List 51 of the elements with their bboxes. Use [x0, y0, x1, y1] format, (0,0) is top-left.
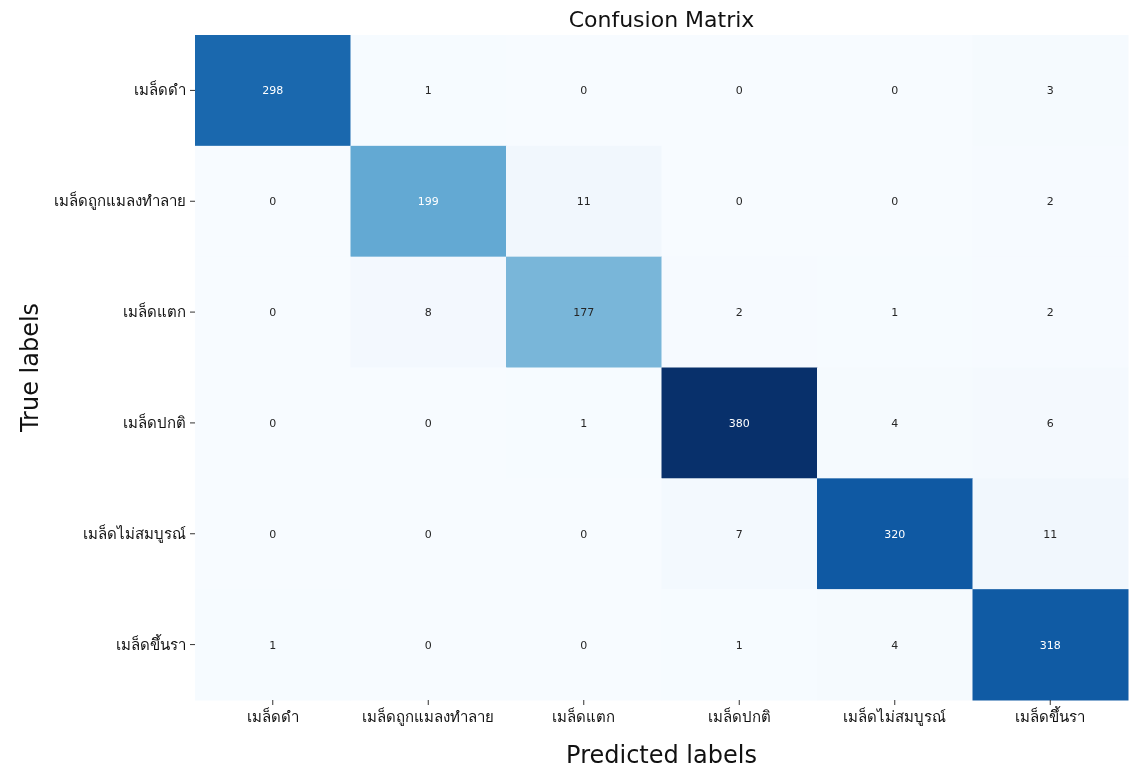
- y-tick-label: เมล็ดปกติ: [123, 412, 186, 432]
- data-label: 1: [424, 84, 432, 98]
- data-label: 0: [580, 84, 588, 98]
- data-label: 0: [735, 195, 743, 209]
- y-tick-label: เมล็ดดำ: [134, 80, 186, 100]
- data-label: 1: [891, 306, 899, 320]
- x-tick-label: เมล็ดไม่สมบูรณ์: [843, 707, 947, 726]
- data-label: 7: [735, 527, 743, 541]
- data-label: 11: [576, 195, 591, 209]
- data-label: 2: [735, 306, 743, 320]
- data-label: 0: [269, 195, 277, 209]
- data-label: 1: [269, 638, 277, 652]
- data-label: 0: [891, 84, 899, 98]
- data-label: 199: [417, 195, 439, 209]
- data-label: 298: [262, 84, 284, 98]
- y-tick-label: เมล็ดถูกแมลงทำลาย: [54, 191, 186, 211]
- data-label: 2: [1046, 195, 1054, 209]
- data-label: 4: [891, 638, 899, 652]
- data-label: 0: [580, 638, 588, 652]
- x-tick-label: เมล็ดปกติ: [707, 707, 771, 726]
- y-tick-label: เมล็ดไม่สมบูรณ์: [83, 523, 186, 543]
- data-label: 11: [1043, 527, 1058, 541]
- data-label: 4: [891, 416, 899, 430]
- data-label: 0: [735, 84, 743, 98]
- data-label: 0: [424, 416, 432, 430]
- data-label: 1: [580, 416, 588, 430]
- y-axis-title: True labels: [16, 302, 44, 434]
- data-label: 6: [1046, 416, 1054, 430]
- x-axis-title: Predicted labels: [566, 741, 757, 769]
- data-label: 380: [728, 416, 750, 430]
- y-tick-label: เมล็ดขึ้นรา: [116, 633, 186, 654]
- data-label: 0: [269, 306, 277, 320]
- data-label: 0: [424, 638, 432, 652]
- data-label: 320: [884, 527, 906, 541]
- data-label: 318: [1039, 638, 1061, 652]
- data-label: 8: [424, 306, 432, 320]
- data-label: 0: [424, 527, 432, 541]
- data-label: 0: [269, 416, 277, 430]
- data-label: 0: [269, 527, 277, 541]
- data-label: 2: [1046, 306, 1054, 320]
- data-label: 0: [580, 527, 588, 541]
- x-tick-label: เมล็ดถูกแมลงทำลาย: [362, 707, 495, 726]
- data-label: 1: [735, 638, 743, 652]
- x-tick-label: เมล็ดดำ: [246, 707, 299, 726]
- data-label: 3: [1046, 84, 1054, 98]
- x-tick-label: เมล็ดขึ้นรา: [1015, 706, 1086, 726]
- data-label: 0: [891, 195, 899, 209]
- data-label: 177: [573, 306, 595, 320]
- chart-title: Confusion Matrix: [568, 7, 755, 32]
- y-tick-label: เมล็ดแตก: [123, 302, 186, 322]
- x-tick-label: เมล็ดแตก: [552, 707, 616, 726]
